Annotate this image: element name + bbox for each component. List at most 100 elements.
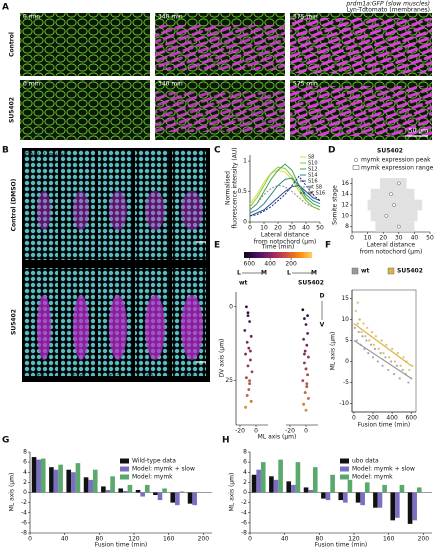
panel-label: A: [2, 3, 9, 13]
colorbar-cell: [266, 252, 269, 258]
point: [305, 343, 309, 347]
y-tick-label: 25: [225, 377, 233, 384]
point: [306, 314, 310, 318]
mymk-signal: [181, 190, 203, 231]
y-tick-label: 0: [229, 303, 233, 310]
point: [244, 405, 248, 409]
point: [249, 399, 253, 403]
point: [411, 364, 414, 367]
x-tick-label: -20: [285, 428, 295, 435]
point: [355, 339, 358, 342]
x-axis-label: from notochord (µm): [254, 239, 317, 246]
legend-label: wt: [361, 268, 370, 275]
stage-label: S16: [183, 374, 195, 381]
y-tick-label: -6: [21, 519, 27, 526]
x-tick-label: 20: [274, 225, 282, 232]
y-tick-label: -10: [339, 400, 349, 407]
colorbar-tick-label: 600: [244, 261, 256, 268]
colorbar-cell: [296, 252, 299, 258]
point: [302, 402, 306, 406]
x-tick-label: 0: [352, 415, 356, 422]
point: [402, 356, 405, 359]
mymk-signal: [109, 190, 127, 231]
line-series: [249, 163, 321, 211]
point: [377, 347, 380, 350]
y-tick-label: 0: [243, 489, 247, 496]
panel-label: D: [328, 146, 335, 156]
peak-point: [392, 203, 396, 207]
x-tick-label: 10: [260, 225, 268, 232]
point: [307, 355, 310, 359]
colorbar-cell: [284, 252, 287, 258]
colorbar-cell: [252, 252, 255, 258]
y-tick-label: -4: [241, 509, 247, 516]
stage-label: S12: [109, 374, 121, 381]
stage-label: S14: [146, 374, 158, 381]
point: [379, 352, 382, 355]
point: [301, 308, 305, 312]
point: [304, 323, 308, 326]
mymk-signal: [37, 190, 51, 231]
group-label: SU5402: [298, 280, 324, 287]
y-tick-label: 2: [243, 479, 247, 486]
point: [306, 373, 310, 377]
x-tick-label: 50: [316, 225, 324, 232]
point: [368, 339, 371, 342]
x-tick-label: 200: [198, 536, 210, 543]
x-tick-label: 400: [386, 415, 398, 422]
x-tick-label: 0: [248, 536, 252, 543]
y-tick-label: 14: [341, 191, 349, 198]
colorbar-cell: [254, 252, 257, 258]
point: [245, 340, 249, 344]
y-tick-label: 6: [23, 459, 27, 466]
point: [388, 356, 391, 359]
line-series: [249, 177, 321, 214]
point: [248, 382, 252, 386]
colorbar-cell: [246, 252, 249, 258]
y-tick-label: 8: [243, 449, 247, 456]
line-series: [249, 184, 321, 211]
point: [306, 331, 310, 335]
panel-label: G: [2, 436, 9, 446]
mymk-signal: [73, 295, 89, 360]
point: [366, 326, 369, 329]
y-tick-label: 8: [23, 449, 27, 456]
x-axis-label: Fusion time (min): [315, 542, 368, 549]
point: [250, 370, 254, 374]
range-band: [370, 210, 418, 222]
y-tick-label: 0.5: [237, 188, 247, 195]
range-band: [380, 178, 407, 189]
range-band: [375, 221, 415, 232]
x-tick-label: 40: [281, 536, 289, 543]
bar: [36, 459, 41, 493]
colorbar-cell: [260, 252, 263, 258]
bar: [162, 488, 167, 493]
y-tick-label: 8: [345, 223, 349, 230]
legend-entry: prdm1a:GFP (slow muscles): [345, 1, 430, 8]
bar: [118, 488, 124, 493]
time-label: 0 min: [23, 14, 40, 21]
colorbar-cell: [308, 252, 311, 258]
trend-line: [353, 323, 412, 367]
point: [354, 309, 357, 313]
y-axis-label: DV axis (µm): [219, 339, 226, 378]
legend-label: ubo data: [352, 458, 379, 465]
legend-swatch: [120, 466, 129, 472]
ml-label: M: [311, 270, 317, 277]
plot-frame: [351, 289, 417, 413]
mymk-signal: [109, 295, 127, 360]
point: [374, 335, 377, 338]
time-label: 575 min: [293, 81, 318, 88]
x-tick-label: 0: [304, 428, 308, 435]
bar: [273, 479, 279, 493]
colorbar-cell: [300, 252, 303, 258]
bar: [377, 492, 383, 508]
bar: [412, 492, 417, 521]
point: [301, 379, 305, 383]
legend-swatch: [351, 267, 359, 275]
point: [384, 356, 387, 359]
x-tick-label: 0: [248, 225, 252, 232]
peak-point: [389, 192, 393, 197]
bar: [347, 479, 353, 493]
bar: [303, 487, 309, 493]
